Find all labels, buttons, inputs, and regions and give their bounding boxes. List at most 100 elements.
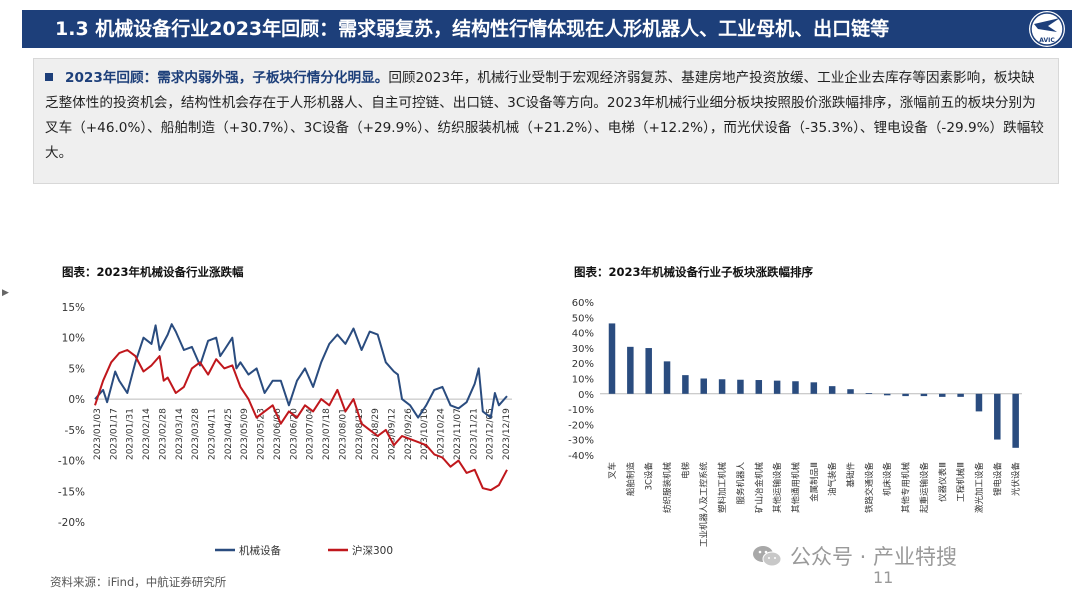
svg-text:AVIC: AVIC [1039,37,1055,44]
x-tick-label: 2023/05/09 [240,408,250,460]
y-tick-label: -10% [568,405,594,416]
y-tick-label: 40% [572,329,594,340]
category-label: 电梯 [680,462,691,480]
y-tick-label: 10% [62,333,85,345]
y-tick-label: 30% [572,344,594,355]
y-tick-label: 15% [62,302,85,314]
summary-box: 2023年回顾：需求内弱外强，子板块行情分化明显。回顾2023年，机械行业受制于… [33,58,1059,184]
page-number: 11 [873,568,894,587]
page-title: 1.3 机械设备行业2023年回顾：需求弱复苏，结构性行情体现在人形机器人、工业… [55,18,890,40]
category-label: 服务机器人 [735,462,746,505]
watermark: 公众号 · 产业特搜 [752,541,957,571]
source-note: 资料来源：iFind，中航证券研究所 [50,575,227,589]
bar [847,389,854,394]
x-tick-label: 2023/06/06 [273,408,283,460]
y-tick-label: -30% [568,436,594,447]
category-label: 起重运输设备 [919,462,930,514]
x-tick-label: 2023/03/28 [191,408,201,460]
category-label: 仪器仪表Ⅲ [937,462,948,502]
y-tick-label: 50% [572,313,594,324]
bullet-square-icon [45,73,53,81]
category-label: 基础件 [846,462,857,488]
bar-chart-title: 图表：2023年机械设备行业子板块涨跌幅排序 [574,265,814,279]
x-tick-label: 2023/09/26 [404,408,414,460]
x-tick-label: 2023/02/28 [158,408,168,460]
bar [718,379,726,394]
bar [920,393,928,397]
legend-label: 沪深300 [352,544,393,557]
x-tick-label: 2023/06/20 [289,408,299,460]
bar [957,393,964,397]
category-label: 其他通用机械 [790,462,801,514]
x-tick-label: 2023/07/04 [306,408,316,460]
x-tick-label: 2023/11/21 [469,408,479,460]
x-tick-label: 2023/07/18 [322,408,332,460]
x-tick-label: 2023/05/23 [257,408,267,460]
category-label: 工程机械Ⅲ [956,462,967,502]
line-chart-title: 图表：2023年机械设备行业涨跌幅 [62,265,244,279]
category-label: 矿山冶金机械 [754,462,765,514]
y-tick-label: -20% [568,420,594,431]
category-label: 塑料加工机械 [717,462,728,514]
series-line-hs300 [94,349,508,492]
y-tick-label: 0% [578,390,594,401]
y-tick-label: 0% [68,394,85,406]
wechat-icon [753,546,782,567]
summary-lead: 2023年回顾：需求内弱外强，子板块行情分化明显。 [65,70,389,86]
category-label: 其他专用机械 [901,462,912,514]
x-tick-label: 2023/10/24 [437,408,447,460]
y-tick-label: -20% [58,517,85,529]
line-chart: 15% 10% 5% 0% -5% -10% -15% -20% 2023/01/03 2023/… [58,302,512,557]
x-tick-label: 2023/08/15 [355,408,365,460]
x-tick-label: 2023/01/17 [109,408,119,460]
bar [773,380,781,394]
bar [902,393,909,397]
category-label: 激光加工设备 [974,462,985,514]
y-tick-label: 60% [572,298,594,309]
category-label: 铁路交通设备 [864,462,875,514]
x-tick-label: 2023/02/14 [142,408,152,460]
x-tick-label: 2023/04/25 [224,408,234,460]
category-label: 金属制品Ⅲ [809,462,820,502]
x-tick-label: 2023/01/03 [93,408,103,460]
summary-text: 2023年回顾：需求内弱外强，子板块行情分化明显。回顾2023年，机械行业受制于… [45,66,1047,166]
category-label: 3C设备 [644,462,655,491]
bar [939,393,946,397]
avic-logo-icon: AVIC [1029,11,1065,47]
series-line-machinery [94,323,508,419]
bar [608,323,616,394]
bar [682,375,689,394]
y-tick-label: -5% [65,425,85,437]
y-tick-label: -10% [58,456,85,468]
x-tick-label: 2023/04/11 [208,408,218,460]
bar [627,346,634,394]
category-label: 船舶制造 [625,462,636,497]
category-label: 油气装备 [827,462,838,497]
bar [994,393,1001,440]
bar [828,386,836,394]
bar [883,393,891,396]
y-tick-label: 10% [572,375,594,386]
bar [755,380,763,394]
x-tick-label: 2023/10/10 [420,408,430,460]
category-label: 其他运输设备 [772,462,783,514]
y-tick-label: -40% [568,451,594,462]
x-tick-label: 2023/12/19 [502,408,512,460]
category-label: 机床设备 [882,462,893,497]
y-tick-label: 5% [68,363,85,375]
side-collapse-arrow-icon[interactable]: ▶ [2,288,9,298]
bar [792,381,799,394]
bar [1012,393,1019,448]
x-tick-label: 2023/11/07 [453,408,463,460]
bar [865,393,873,394]
x-tick-label: 2023/12/05 [486,408,496,460]
bar [737,379,744,394]
bar [700,378,707,394]
category-label: 锂电设备 [992,462,1003,497]
bar [663,361,671,394]
x-tick-label: 2023/09/12 [387,408,397,460]
bar [645,348,652,394]
y-tick-label: 20% [572,359,594,370]
category-label: 光伏设备 [1011,462,1022,497]
legend-label: 机械设备 [239,544,281,557]
